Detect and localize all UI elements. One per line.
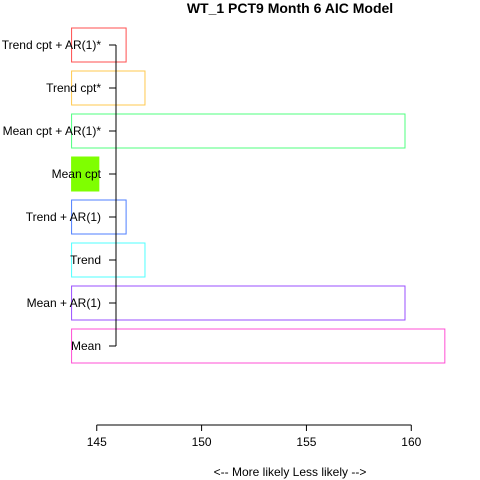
y-tick-label: Trend cpt + AR(1)* bbox=[2, 38, 102, 52]
bar-mean bbox=[71, 328, 446, 364]
x-tick-label: 160 bbox=[401, 435, 421, 449]
bar-trend bbox=[71, 242, 146, 278]
chart-title: WT_1 PCT9 Month 6 AIC Model bbox=[187, 0, 393, 16]
y-tick-label: Trend bbox=[70, 253, 101, 267]
bar-mean-cpt bbox=[71, 156, 100, 192]
bar-mean-ar-1 bbox=[71, 285, 406, 321]
bar-trend-cpt-ar-1 bbox=[71, 27, 127, 63]
x-axis: 145 150 155 160 bbox=[87, 424, 422, 449]
bar-mean-cpt-ar-1 bbox=[71, 113, 406, 149]
x-axis-label: <-- More likely Less likely --> bbox=[214, 465, 367, 479]
y-tick-label: Mean cpt bbox=[52, 167, 102, 181]
y-tick-label: Trend cpt* bbox=[46, 81, 101, 95]
y-tick-label: Mean + AR(1) bbox=[27, 296, 101, 310]
bar-trend-ar-1 bbox=[71, 199, 127, 235]
y-tick-label: Mean bbox=[71, 339, 101, 353]
y-tick-label: Trend + AR(1) bbox=[26, 210, 101, 224]
bars-group bbox=[71, 27, 446, 364]
x-tick-label: 145 bbox=[87, 435, 107, 449]
x-tick-label: 150 bbox=[192, 435, 212, 449]
y-tick-label: Mean cpt + AR(1)* bbox=[3, 124, 102, 138]
bar-trend-cpt bbox=[71, 70, 146, 106]
y-axis: Mean Mean + AR(1) Trend Trend + AR(1) Mean c… bbox=[2, 38, 117, 353]
x-tick-label: 155 bbox=[296, 435, 316, 449]
